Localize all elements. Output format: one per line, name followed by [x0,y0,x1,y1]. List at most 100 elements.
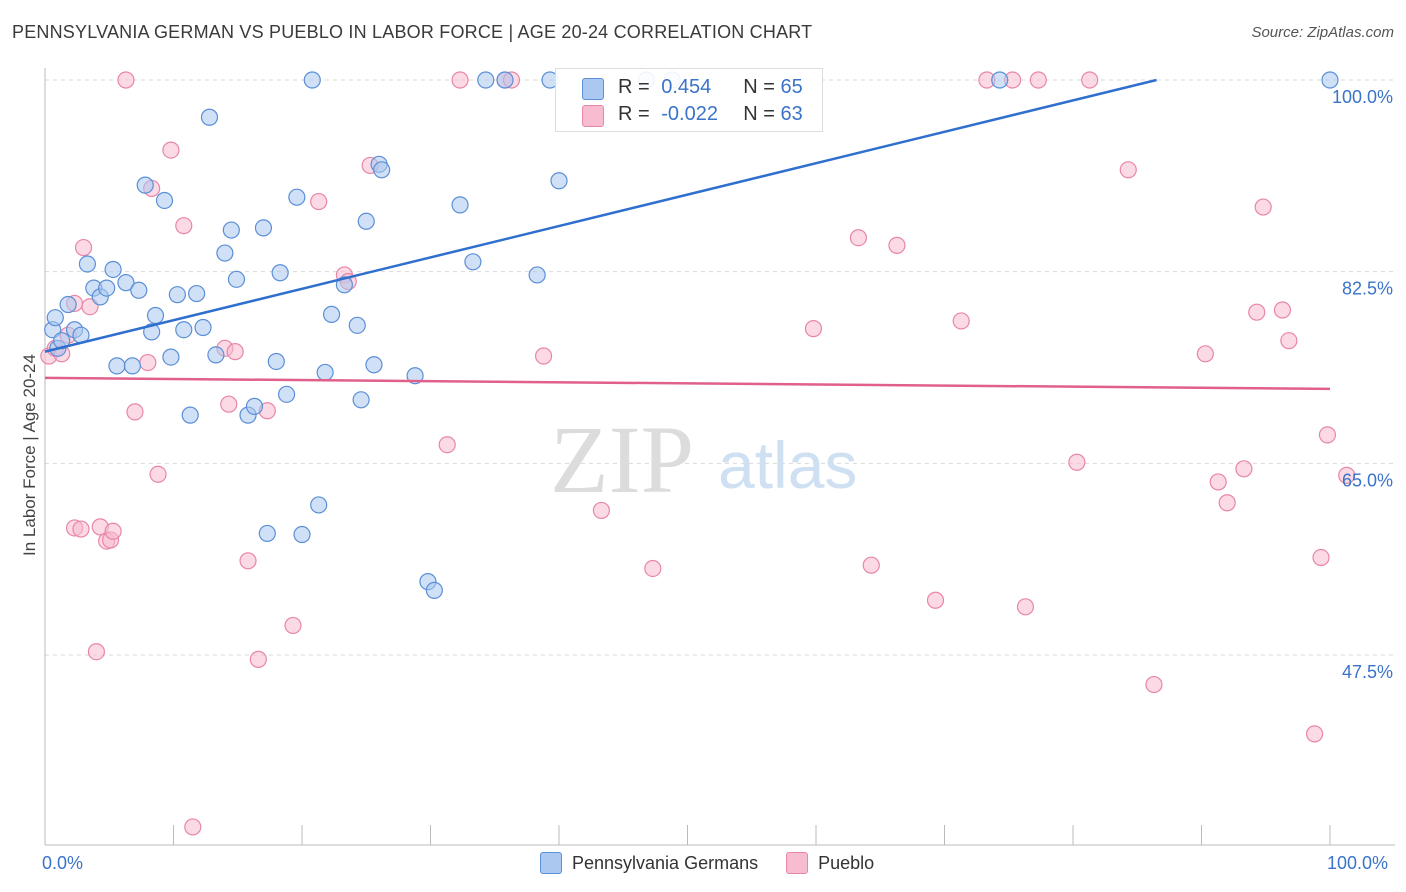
data-point[interactable] [104,522,122,540]
data-point[interactable] [373,161,391,179]
data-point[interactable] [1068,453,1086,471]
data-point[interactable] [284,616,302,635]
data-point[interactable] [1119,161,1137,179]
data-point[interactable] [175,321,193,339]
data-point[interactable] [139,353,157,372]
data-point[interactable] [451,196,469,214]
data-point[interactable] [143,323,161,341]
data-point[interactable] [322,305,341,323]
data-point[interactable] [849,229,868,247]
data-point[interactable] [200,108,219,126]
data-point[interactable] [464,253,482,271]
data-point[interactable] [438,436,456,454]
data-point[interactable] [155,191,174,210]
data-point[interactable] [352,391,370,409]
data-point[interactable] [277,385,296,403]
data-point[interactable] [348,316,366,334]
data-point[interactable] [952,312,970,330]
data-point[interactable] [425,581,443,599]
data-point[interactable] [335,276,354,294]
data-point[interactable] [46,309,64,327]
data-point[interactable] [310,496,328,514]
data-point[interactable] [194,318,212,337]
data-point[interactable] [534,347,553,365]
data-point[interactable] [644,559,662,578]
data-point[interactable] [477,71,495,89]
data-point[interactable] [888,236,906,254]
data-point[interactable] [1209,473,1227,491]
data-point[interactable] [528,266,546,284]
data-point[interactable] [245,397,264,415]
data-point[interactable] [1235,460,1253,478]
data-point[interactable] [1305,725,1324,743]
data-point[interactable] [258,524,276,543]
data-point[interactable] [1280,332,1298,350]
data-point[interactable] [222,221,240,239]
data-point[interactable] [108,357,126,375]
data-point[interactable] [162,348,180,366]
data-point[interactable] [117,274,135,292]
data-point[interactable] [1338,466,1356,484]
data-point[interactable] [98,279,116,297]
data-point[interactable] [1029,71,1047,89]
data-point[interactable] [146,306,165,325]
data-point[interactable] [72,520,90,538]
data-point[interactable] [227,270,246,288]
data-point[interactable] [1196,345,1214,363]
data-point[interactable] [1145,675,1163,694]
data-point[interactable] [1016,598,1035,616]
data-point[interactable] [1254,198,1272,216]
data-point[interactable] [239,552,257,570]
data-point[interactable] [316,363,334,382]
data-point[interactable] [1312,548,1330,567]
data-point[interactable] [220,395,238,413]
data-point[interactable] [123,357,141,375]
data-point[interactable] [862,556,880,574]
data-point[interactable] [1081,71,1099,89]
data-point[interactable] [117,71,135,89]
data-point[interactable] [451,71,469,89]
legend-item-pennsylvania-germans[interactable]: Pennsylvania Germans [540,852,758,874]
data-point[interactable] [496,71,514,89]
data-point[interactable] [104,260,122,279]
data-point[interactable] [592,501,611,520]
data-point[interactable] [162,141,180,159]
data-point[interactable] [188,284,206,303]
data-point[interactable] [310,192,328,211]
data-point[interactable] [184,818,202,836]
data-point[interactable] [271,264,289,282]
data-point[interactable] [365,356,383,374]
data-point[interactable] [254,219,273,237]
data-point[interactable] [926,591,945,609]
data-point[interactable] [406,367,424,385]
data-point[interactable] [991,71,1009,89]
data-point[interactable] [249,650,267,668]
data-point[interactable] [78,255,97,273]
data-point[interactable] [126,403,144,421]
data-point[interactable] [1248,303,1266,321]
data-point[interactable] [303,71,321,89]
data-point[interactable] [288,188,306,206]
data-point[interactable] [226,343,244,361]
data-point[interactable] [168,286,186,304]
data-point[interactable] [550,172,568,190]
data-point[interactable] [207,346,225,364]
data-point[interactable] [181,406,199,424]
data-point[interactable] [267,352,285,371]
data-point[interactable] [130,281,148,299]
data-point[interactable] [1318,426,1337,444]
data-point[interactable] [357,212,375,230]
data-point[interactable] [87,643,106,661]
data-point[interactable] [74,238,93,257]
data-point[interactable] [59,295,77,314]
legend-item-pueblo[interactable]: Pueblo [786,852,874,874]
data-point[interactable] [149,465,167,483]
data-point[interactable] [804,320,823,338]
data-point[interactable] [1273,301,1292,319]
data-point[interactable] [136,176,154,194]
data-point[interactable] [1321,71,1339,89]
data-point[interactable] [216,244,234,262]
data-point[interactable] [293,525,311,544]
data-point[interactable] [175,217,193,235]
data-point[interactable] [1218,494,1236,512]
